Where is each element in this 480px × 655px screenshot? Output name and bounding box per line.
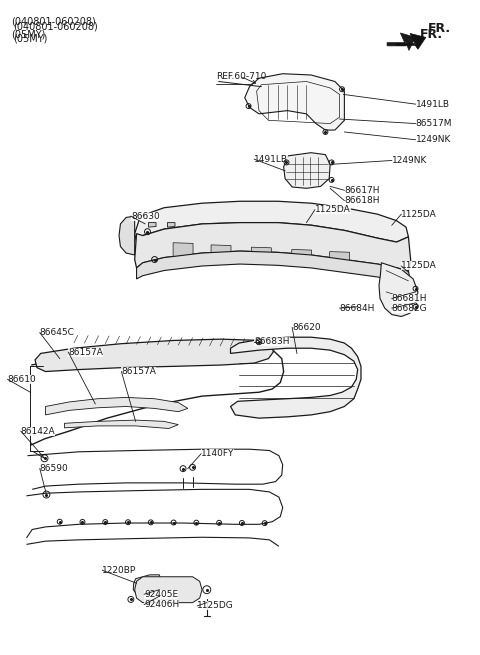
Polygon shape	[173, 243, 193, 257]
Text: 1125DG: 1125DG	[197, 601, 234, 610]
Text: 86630: 86630	[131, 212, 160, 221]
Text: 86157A: 86157A	[68, 348, 103, 356]
Text: 1491LB: 1491LB	[416, 100, 450, 109]
Text: (040801-060208): (040801-060208)	[12, 17, 96, 27]
Text: 1249NK: 1249NK	[392, 156, 427, 165]
Text: (05MY): (05MY)	[12, 33, 47, 43]
Text: 86590: 86590	[40, 464, 69, 473]
Polygon shape	[252, 247, 271, 261]
Polygon shape	[137, 251, 410, 281]
Text: (040801-060208): (040801-060208)	[12, 22, 97, 31]
Text: FR.: FR.	[428, 22, 451, 35]
Text: 1249NK: 1249NK	[416, 135, 451, 144]
Text: 1491LB: 1491LB	[254, 155, 288, 164]
Text: (05MY): (05MY)	[12, 30, 46, 40]
Polygon shape	[135, 577, 202, 603]
Polygon shape	[284, 153, 330, 188]
Polygon shape	[133, 575, 162, 596]
Polygon shape	[396, 33, 426, 49]
Text: 1125DA: 1125DA	[401, 261, 437, 271]
Polygon shape	[135, 201, 408, 242]
Text: 86617H: 86617H	[344, 186, 380, 195]
Text: 86620: 86620	[292, 323, 321, 332]
Polygon shape	[292, 250, 312, 264]
Text: 1220BP: 1220BP	[102, 566, 137, 575]
Text: 86618H: 86618H	[344, 196, 380, 205]
Polygon shape	[387, 33, 416, 50]
Polygon shape	[168, 223, 175, 227]
Text: 86517M: 86517M	[416, 119, 452, 128]
Text: 92405E: 92405E	[144, 590, 178, 599]
Polygon shape	[230, 337, 361, 418]
Text: 86684H: 86684H	[340, 303, 375, 312]
Polygon shape	[135, 223, 411, 271]
Polygon shape	[379, 263, 418, 316]
Polygon shape	[119, 216, 135, 255]
Polygon shape	[35, 339, 273, 371]
Polygon shape	[64, 420, 179, 428]
Text: REF.60-710: REF.60-710	[216, 72, 267, 81]
Polygon shape	[148, 223, 156, 227]
Text: 1125DA: 1125DA	[315, 205, 351, 214]
Text: 1125DA: 1125DA	[401, 210, 437, 219]
Polygon shape	[211, 245, 231, 259]
Text: 86683H: 86683H	[254, 337, 290, 346]
Text: FR.: FR.	[420, 28, 444, 41]
Text: 86157A: 86157A	[121, 367, 156, 376]
Polygon shape	[245, 74, 344, 130]
Polygon shape	[330, 252, 349, 266]
Text: 92406H: 92406H	[144, 600, 180, 609]
Text: 86681H: 86681H	[392, 294, 427, 303]
Text: 86645C: 86645C	[40, 328, 75, 337]
Text: 86610: 86610	[8, 375, 36, 384]
Text: 86682G: 86682G	[392, 303, 428, 312]
Text: 1140FY: 1140FY	[201, 449, 234, 458]
Text: 86142A: 86142A	[21, 426, 55, 436]
Polygon shape	[46, 398, 188, 415]
